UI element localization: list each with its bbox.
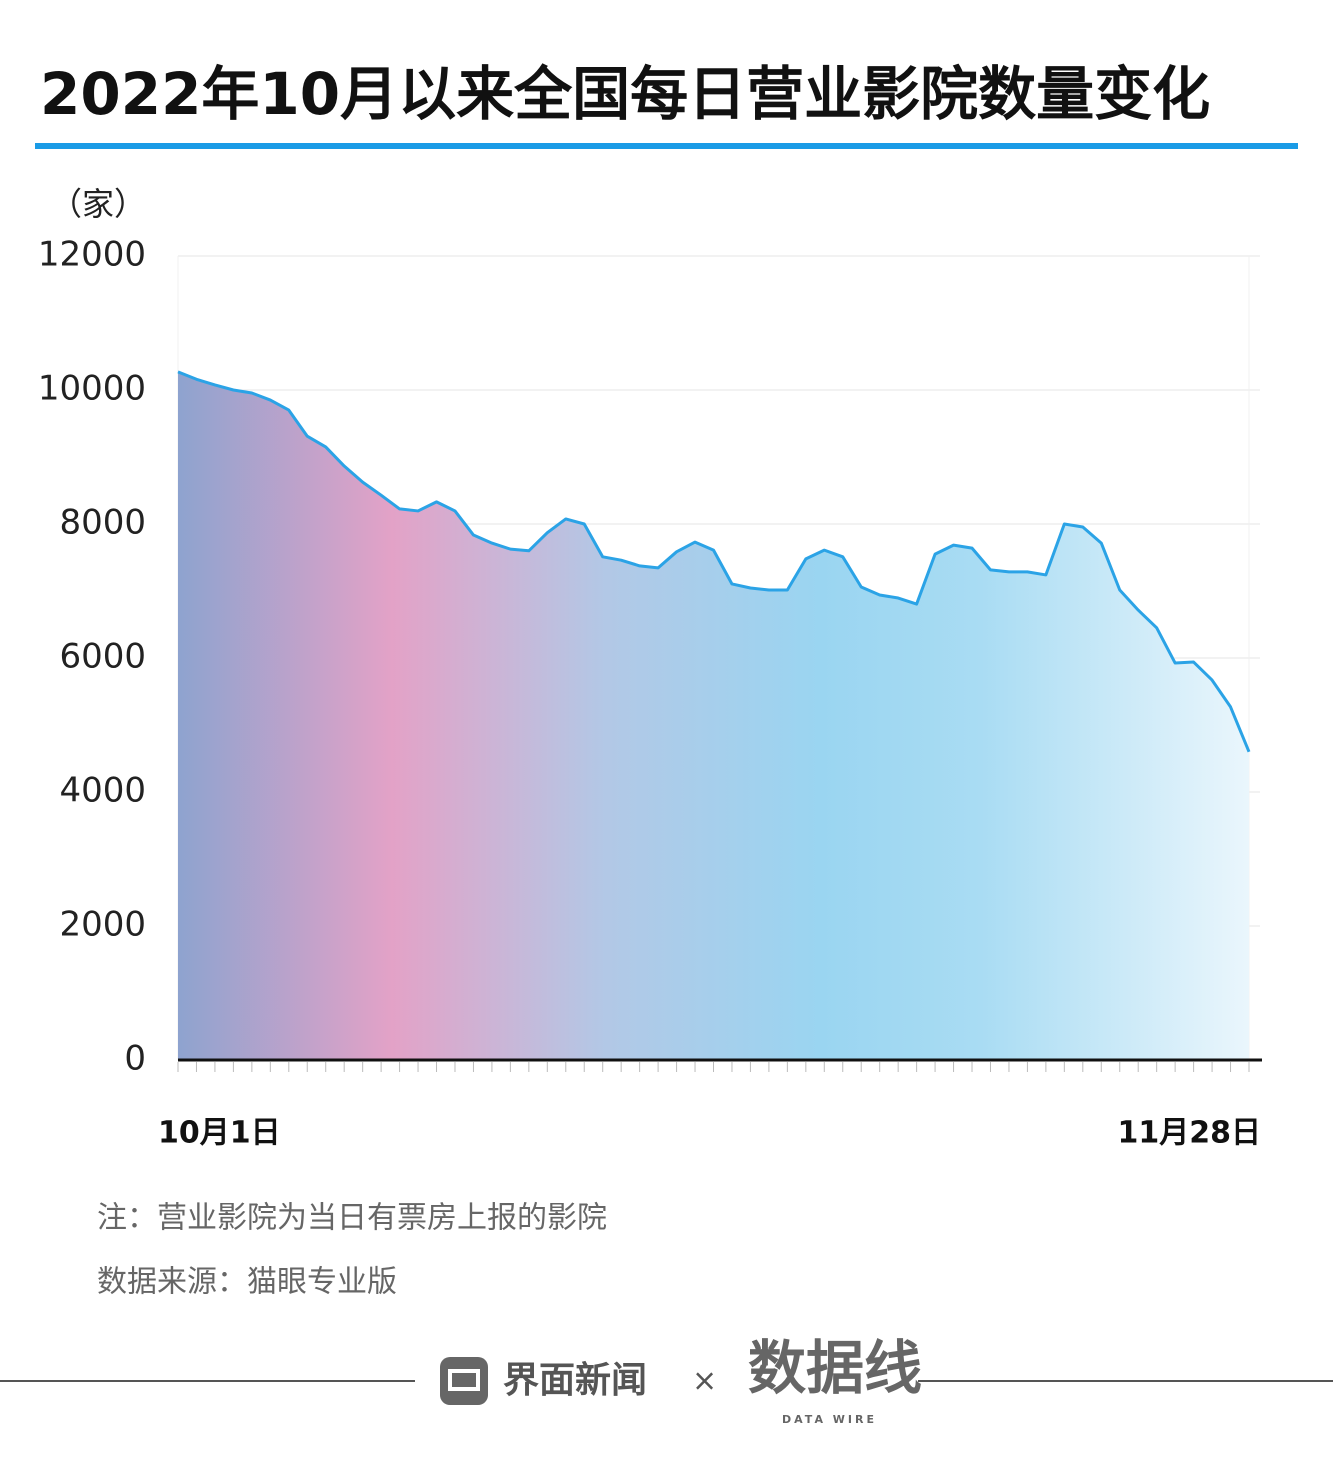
source: 数据来源：猫眼专业版 <box>97 1265 397 1300</box>
x-tick-label: 10月1日 <box>158 1116 281 1151</box>
brand-icon <box>440 1357 488 1405</box>
y-tick-label: 8000 <box>59 503 146 543</box>
chart-title: 2022年10月以来全国每日营业影院数量变化 <box>40 60 1210 128</box>
area <box>178 371 1249 1060</box>
note: 注：营业影院为当日有票房上报的影院 <box>97 1201 607 1236</box>
y-tick-label: 4000 <box>59 771 146 811</box>
title-rule <box>35 143 1298 149</box>
y-tick-label: 0 <box>124 1039 146 1079</box>
partner-name: 数据线 <box>748 1334 922 1402</box>
brand-icon-inner <box>448 1369 480 1391</box>
footer: 界面新闻 × 数据线 DATA WIRE <box>0 1334 1333 1426</box>
y-tick-label: 2000 <box>59 905 146 945</box>
y-tick-label: 12000 <box>38 235 146 275</box>
x-tick-label: 11月28日 <box>1118 1116 1262 1151</box>
y-tick-label: 6000 <box>59 637 146 677</box>
times: × <box>692 1364 717 1399</box>
line <box>177 370 1251 753</box>
y-unit: （家） <box>50 185 146 223</box>
brand-name: 界面新闻 <box>503 1360 647 1401</box>
y-tick-label: 10000 <box>38 369 146 409</box>
partner-en: DATA WIRE <box>782 1413 877 1426</box>
